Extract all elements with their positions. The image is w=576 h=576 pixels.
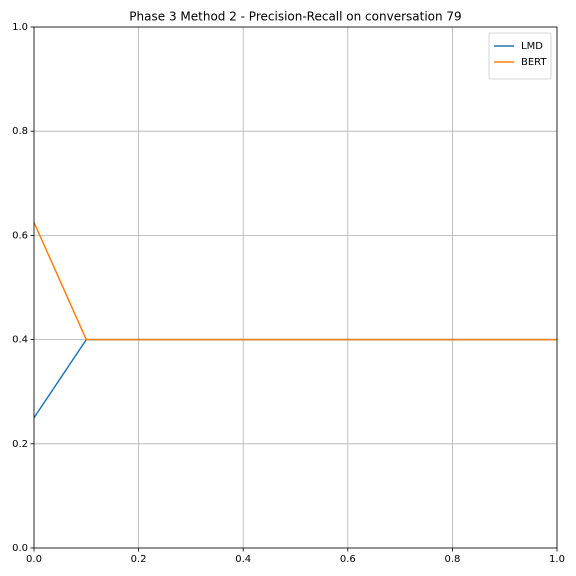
y-tick-label: 0.2	[12, 439, 28, 450]
x-tick-label: 1.0	[549, 554, 565, 565]
x-tick-label: 0.6	[340, 554, 356, 565]
y-tick-label: 0.6	[12, 230, 28, 241]
legend-box	[488, 32, 552, 80]
series-line	[33, 222, 557, 341]
y-tick-label: 0.8	[12, 126, 28, 137]
y-tick-label: 0.4	[12, 335, 28, 346]
plot-frame	[33, 26, 558, 549]
legend-label: BERT	[521, 57, 547, 68]
x-tick-label: 0.0	[26, 554, 42, 565]
x-tick-label: 0.2	[131, 554, 147, 565]
x-tick-label: 0.8	[444, 554, 460, 565]
y-tick-label: 0.0	[12, 543, 28, 554]
x-tick-label: 0.4	[235, 554, 251, 565]
chart-title: Phase 3 Method 2 - Precision-Recall on c…	[129, 10, 461, 24]
legend-label: LMD	[521, 41, 543, 52]
y-tick-label: 1.0	[12, 22, 28, 33]
